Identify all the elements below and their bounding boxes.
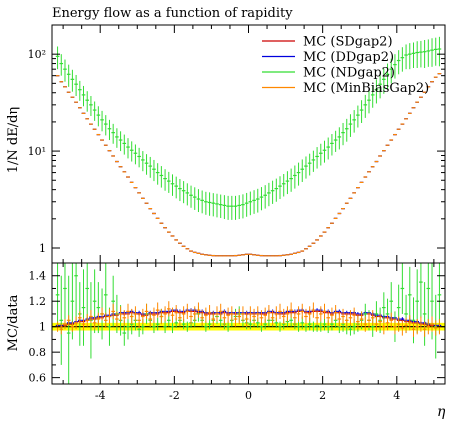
legend: MC (SDgap2)MC (DDgap2)MC (NDgap2)MC (Min… [262,35,429,96]
x-tick-label: 0 [245,389,252,402]
ratio-y-tick-label: 0.6 [29,372,47,385]
legend-label-1: MC (DDgap2) [303,50,394,65]
main-panel: 1 10¹ 10² 1/N dE/dη MC (SDgap2)MC (DDgap2)… [6,24,446,264]
main-series-1 [55,73,442,257]
x-tick-label: 4 [393,389,400,402]
ratio-y-tick-label: 1.2 [29,295,47,308]
legend-label-2: MC (NDgap2) [303,66,395,81]
legend-label-0: MC (SDgap2) [303,35,393,50]
x-tick-label: -4 [95,389,106,402]
main-y-tick-label: 10¹ [28,145,46,158]
main-series-2 [55,36,442,220]
x-tick-label: -2 [169,389,180,402]
main-series-3 [55,73,442,257]
x-axis-label: η [437,404,446,420]
ratio-y-tick-label: 1.4 [29,270,47,283]
main-y-tick-label: 1 [39,242,46,255]
ratio-series-3 [55,301,442,337]
ratio-panel: 0.6 0.8 1 1.2 1.4 MC/data [6,262,446,385]
ratio-y-tick-label: 1 [39,321,46,334]
chart-title: Energy flow as a function of rapidity [52,6,293,21]
legend-label-3: MC (MinBiasGap2) [303,81,429,96]
ratio-y-tick-label: 0.8 [29,346,47,359]
main-y-tick-label: 10² [28,48,46,61]
main-series-0 [55,73,442,257]
x-tick-label: 2 [319,389,326,402]
ratio-y-axis-label: MC/data [6,294,21,351]
main-y-axis-label: 1/N dE/dη [6,107,21,173]
